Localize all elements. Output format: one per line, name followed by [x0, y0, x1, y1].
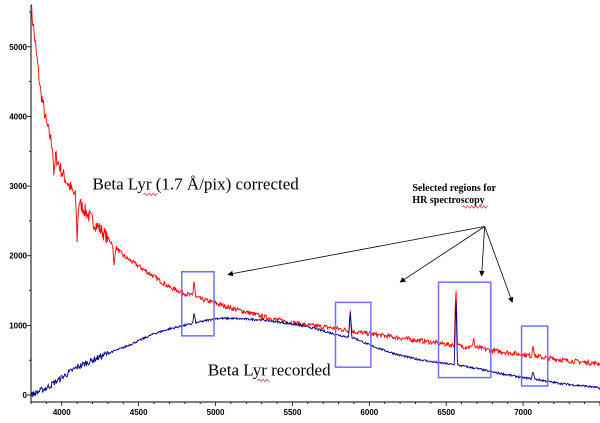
y-tick-label: 4000: [9, 112, 27, 121]
arrow-1: [227, 226, 485, 277]
y-tick-label: 3000: [9, 182, 27, 191]
arrow-2: [399, 226, 485, 283]
x-tick-label: 6500: [437, 408, 455, 417]
arrow-4: [484, 226, 514, 303]
y-tick-label: 0: [23, 391, 28, 400]
x-tick-label: 5500: [284, 408, 302, 417]
region-box-2: [334, 301, 372, 368]
x-tick-label: 5000: [207, 408, 225, 417]
x-tick-label: 6000: [360, 408, 378, 417]
arrow-3: [479, 226, 486, 277]
x-tick-label: 7000: [514, 408, 532, 417]
region-box-1: [180, 271, 215, 337]
label-recorded-series: Beta Lyr recorded: [208, 361, 331, 380]
y-tick-label: 1000: [9, 321, 27, 330]
boxes-layer: [180, 271, 549, 387]
spellcheck-underline: [461, 205, 488, 209]
series-line-corrected: [30, 4, 600, 367]
annotation-line-1: Selected regions for: [412, 183, 496, 194]
series-layer: [30, 4, 600, 398]
x-tick-label: 4000: [53, 408, 71, 417]
region-box-3: [437, 281, 492, 379]
region-box-4: [520, 325, 549, 387]
x-tick-label: 4500: [130, 408, 148, 417]
y-tick-label: 2000: [9, 252, 27, 261]
y-tick-label: 5000: [9, 43, 27, 52]
spellcheck-underline: [256, 378, 270, 383]
series-line-recorded: [30, 301, 600, 398]
label-corrected-series: Beta Lyr (1.7 Å/pix) corrected: [93, 175, 300, 194]
axes: 4000 4500 5000 5500 6000 6500 7000 0 1000 2000 300…: [9, 5, 600, 417]
arrows-layer: [227, 226, 514, 303]
annotation-line-2: HR spectroscopy: [412, 195, 484, 206]
spellcheck-underline: [143, 192, 158, 197]
